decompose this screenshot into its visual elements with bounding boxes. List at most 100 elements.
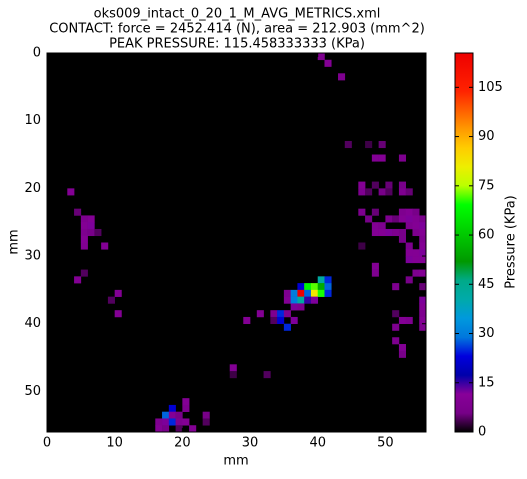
- heatmap-cell: [168, 411, 176, 419]
- heatmap-cell: [304, 283, 312, 291]
- heatmap-cell: [419, 249, 427, 257]
- heatmap-cell: [365, 140, 373, 149]
- heatmap-cell: [80, 235, 88, 243]
- heatmap-cell: [419, 310, 427, 318]
- heatmap-cell: [324, 59, 332, 67]
- heatmap-cell: [202, 418, 210, 426]
- heatmap-cell: [392, 215, 400, 223]
- heatmap-cell: [189, 425, 197, 433]
- y-tick-label: 10: [24, 113, 41, 128]
- heatmap-cell: [290, 316, 298, 325]
- colorbar-tick-label: 0: [478, 425, 486, 440]
- y-tick-label: 50: [24, 384, 41, 399]
- heatmap-cell: [182, 398, 190, 406]
- x-tick-label: 0: [43, 436, 51, 451]
- heatmap-cell: [297, 289, 305, 297]
- heatmap-cell: [358, 242, 366, 250]
- heatmap-cell: [310, 289, 319, 297]
- heatmap-cell: [338, 73, 346, 81]
- heatmap-cell: [412, 215, 420, 223]
- heatmap-cell: [371, 222, 379, 230]
- heatmap-cell: [419, 256, 427, 264]
- heatmap-cell: [182, 418, 190, 426]
- heatmap-cell: [324, 289, 332, 297]
- heatmap-cell: [270, 316, 278, 325]
- colorbar-tick-label: 30: [478, 326, 495, 341]
- heatmap-cell: [107, 296, 115, 304]
- colorbar: [454, 52, 474, 433]
- plot-frame: [46, 52, 427, 433]
- heatmap-cell: [162, 418, 170, 426]
- heatmap-cell: [317, 53, 325, 61]
- heatmap-cell: [398, 228, 406, 237]
- heatmap-cell: [365, 215, 373, 223]
- heatmap-cell: [378, 222, 386, 230]
- heatmap-cell: [378, 140, 386, 149]
- heatmap-cell: [398, 181, 406, 189]
- heatmap-cell: [365, 188, 373, 196]
- heatmap-cell: [80, 242, 88, 250]
- heatmap-cell: [398, 235, 406, 243]
- heatmap-cell: [283, 296, 291, 304]
- heatmap-cell: [398, 215, 406, 223]
- heatmap-cell: [392, 323, 400, 331]
- x-tick-label: 50: [377, 436, 394, 451]
- colorbar-tick-label: 60: [478, 228, 495, 243]
- heatmap-cell: [412, 269, 420, 277]
- heatmap-cell: [419, 303, 427, 311]
- heatmap-cell: [80, 215, 88, 223]
- heatmap-cell: [392, 283, 400, 291]
- heatmap-cell: [405, 242, 413, 250]
- heatmap-cell: [385, 188, 393, 196]
- heatmap-cell: [175, 425, 183, 433]
- x-tick-label: 30: [242, 436, 259, 451]
- heatmap-cell: [168, 404, 176, 412]
- heatmap-cell: [419, 296, 427, 304]
- heatmap-cell: [405, 276, 413, 284]
- chart-subtitle: CONTACT: force = 2452.414 (N), area = 21…: [49, 22, 425, 37]
- heatmap-cell: [419, 316, 427, 325]
- heatmap-cell: [94, 228, 102, 237]
- heatmap-cell: [385, 215, 393, 223]
- heatmap-cell: [297, 303, 305, 311]
- colorbar-label: Pressure (KPa): [504, 195, 519, 289]
- heatmap-cell: [80, 228, 88, 237]
- heatmap-cell: [358, 181, 366, 189]
- heatmap-cell: [87, 215, 95, 223]
- heatmap-cell: [155, 425, 163, 433]
- heatmap-cell: [419, 222, 427, 230]
- heatmap-cell: [277, 310, 285, 318]
- heatmap-cell: [304, 289, 312, 297]
- heatmap-cell: [405, 188, 413, 196]
- heatmap-cell: [392, 228, 400, 237]
- heatmap-cell: [304, 296, 312, 304]
- heatmap-cell: [290, 296, 298, 304]
- heatmap-cell: [168, 418, 176, 426]
- heatmap-cell: [277, 316, 285, 325]
- heatmap-cell: [398, 350, 406, 358]
- heatmap-cell: [256, 310, 264, 318]
- heatmap-cell: [419, 215, 427, 223]
- heatmap-cell: [74, 208, 82, 216]
- heatmap-cell: [371, 208, 379, 216]
- x-tick-label: 10: [106, 436, 123, 451]
- heatmap-cell: [405, 249, 413, 257]
- heatmap-cell: [378, 188, 386, 196]
- x-tick-label: 20: [174, 436, 191, 451]
- heatmap-cell: [392, 337, 400, 345]
- heatmap-cell: [175, 411, 183, 419]
- heatmap-cell: [419, 323, 427, 331]
- heatmap-cell: [114, 289, 122, 297]
- heatmap-cell: [412, 208, 420, 216]
- heatmap-cell: [162, 425, 170, 433]
- heatmap-cell: [74, 276, 82, 284]
- heatmap-cell: [324, 283, 332, 291]
- heatmap-cell: [263, 371, 271, 379]
- heatmap-cell: [405, 208, 413, 216]
- heatmap-cell: [392, 310, 400, 318]
- heatmap-cell: [67, 188, 75, 196]
- heatmap-cell: [371, 154, 379, 162]
- heatmap-cell: [419, 235, 427, 243]
- heatmap-cell: [283, 323, 291, 331]
